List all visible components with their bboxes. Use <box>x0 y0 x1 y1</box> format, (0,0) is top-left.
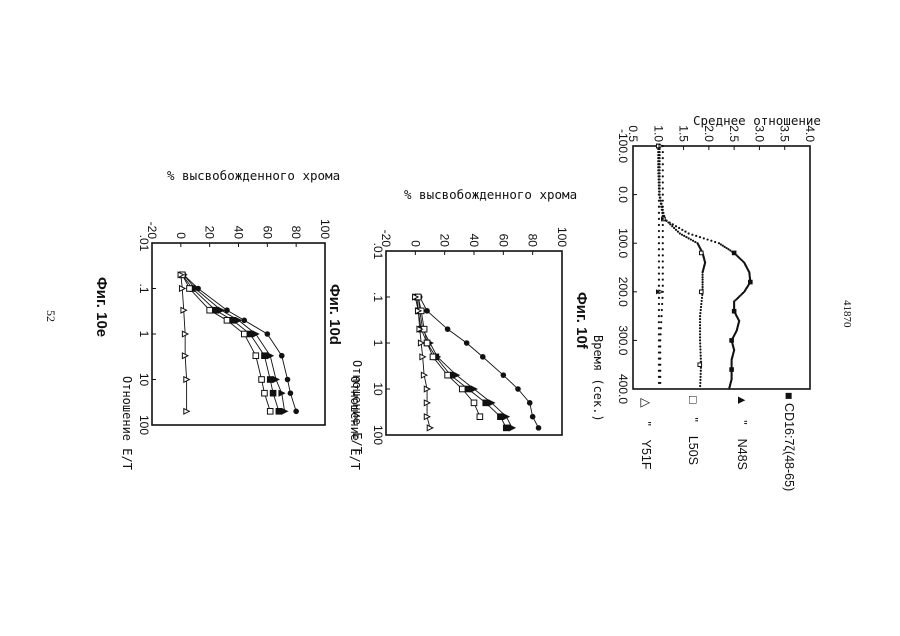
fig10d-point <box>253 331 259 337</box>
fig10d-series-line <box>181 275 187 412</box>
fig10d-plot-frame <box>152 243 325 425</box>
fig10d-x-tick-label: 10 <box>137 373 151 387</box>
fig10d-series-line <box>182 275 270 412</box>
fig10d-point <box>247 331 253 337</box>
fig10d-point <box>288 390 294 396</box>
fig10d-point <box>285 377 291 383</box>
fig10d-point <box>259 377 265 383</box>
fig10d-y-tick-label: 40 <box>232 226 246 240</box>
fig10d-x-tick-label: .1 <box>137 283 151 293</box>
fig10d-point <box>224 318 230 324</box>
fig10d-series-line <box>184 275 285 412</box>
fig10d-point <box>241 331 247 337</box>
fig10d-point <box>253 353 259 359</box>
fig10d-y-tick-label: 0 <box>174 232 188 239</box>
fig10d-point <box>267 409 273 415</box>
fig10d-x-tick-label: .01 <box>137 235 151 252</box>
fig10d-y-tick-label: 20 <box>203 226 217 240</box>
fig10d-x-tick-label: 100 <box>137 415 151 435</box>
fig10d-point <box>230 318 236 324</box>
fig10d-point <box>293 409 299 415</box>
fig10d-point <box>270 390 276 396</box>
fig10d-point <box>276 409 282 415</box>
fig10d-y-tick-label: 80 <box>289 226 303 240</box>
fig10d-y-tick-label: 60 <box>260 226 274 240</box>
fig10d-point <box>273 377 279 383</box>
fig10d-y-tick-label: 100 <box>318 219 332 239</box>
fig10d-point <box>207 307 213 313</box>
fig10d-point <box>265 331 271 337</box>
fig10d-point <box>267 353 273 359</box>
fig10d-x-tick-label: 1 <box>137 331 151 338</box>
fig10d-point <box>267 377 273 383</box>
fig10d-point <box>279 353 285 359</box>
fig10d-point <box>187 286 193 292</box>
fig10d-point <box>262 353 268 359</box>
fig10d-point <box>262 390 268 396</box>
